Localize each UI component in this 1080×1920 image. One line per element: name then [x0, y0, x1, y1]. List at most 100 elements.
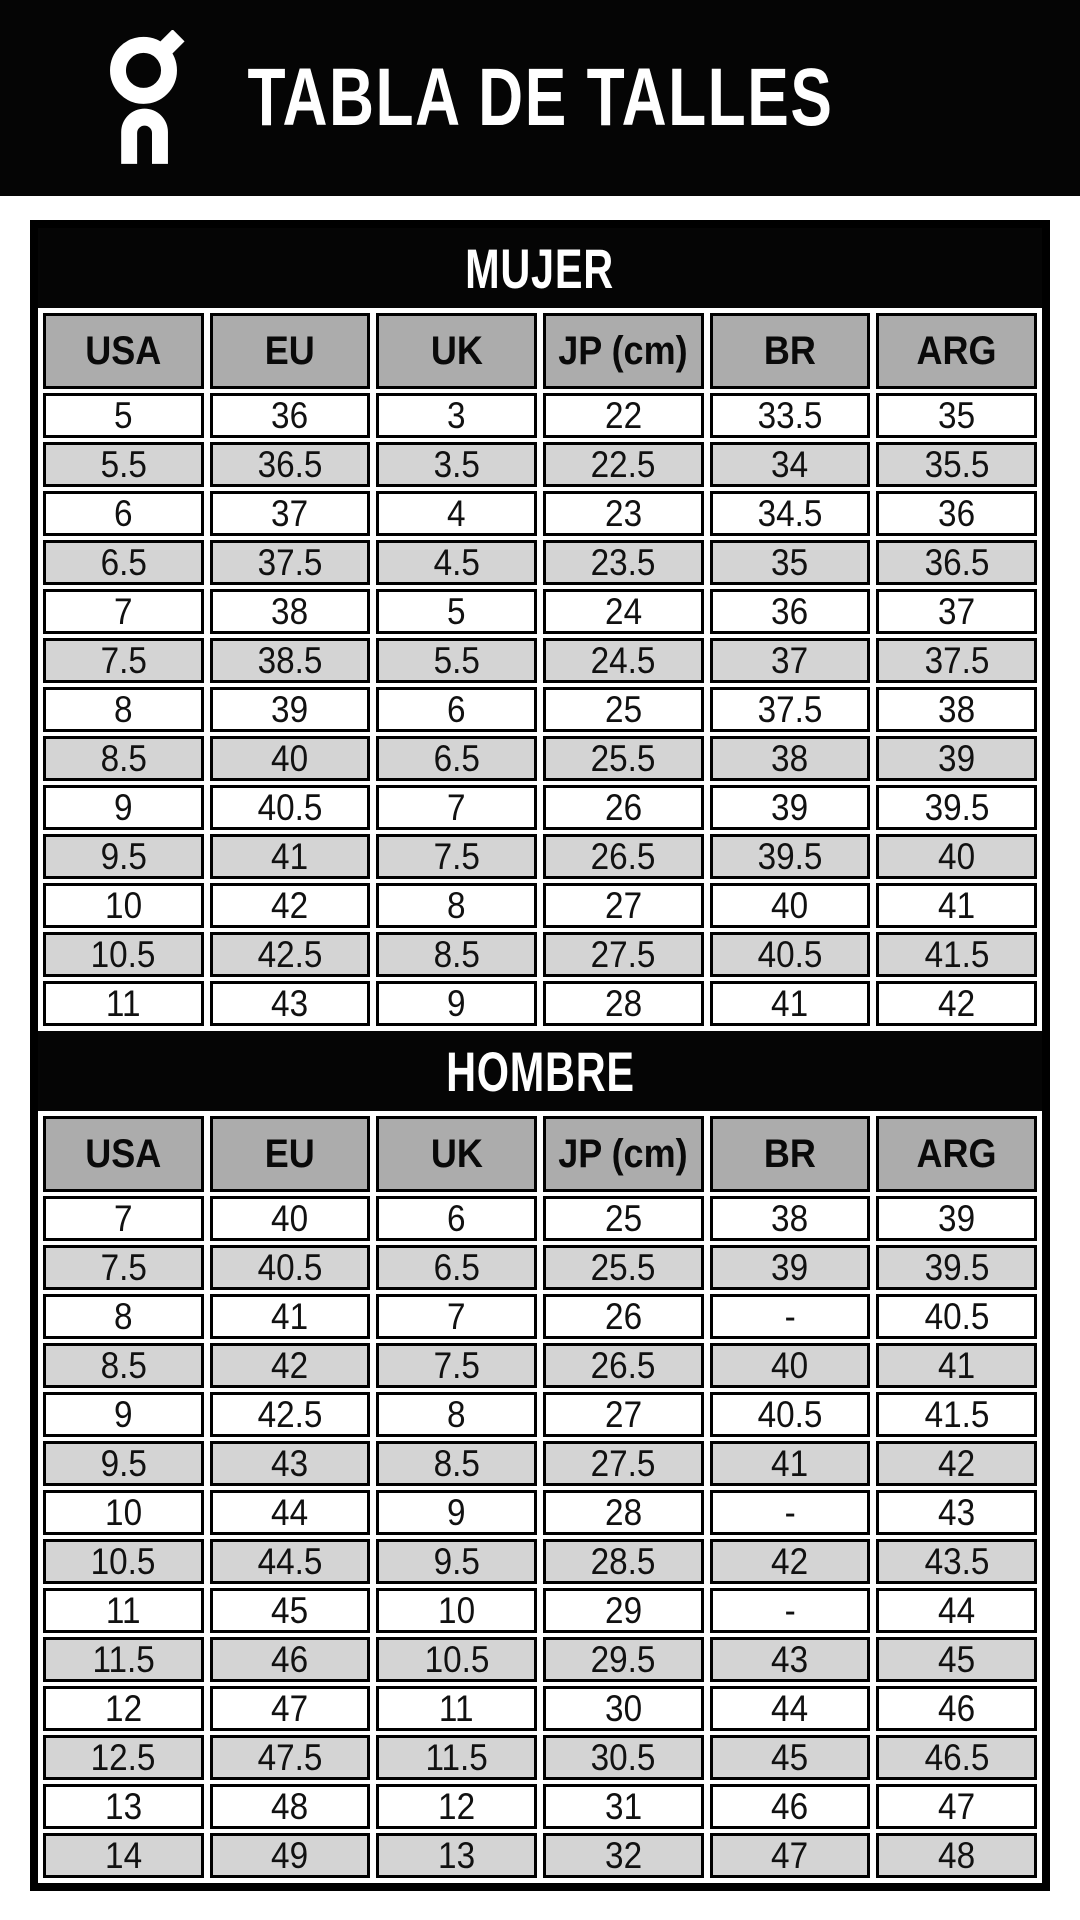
table-cell-value: 5	[114, 394, 133, 436]
table-cell: 23	[543, 491, 704, 536]
table-cell: 12	[43, 1686, 204, 1731]
table-cell-value: 14	[104, 1834, 142, 1876]
table-cell-value: 41	[771, 982, 809, 1024]
table-cell-value: 35	[771, 541, 809, 583]
table-cell: 35.5	[876, 442, 1037, 487]
column-header-label: ARG	[916, 1131, 997, 1176]
table-cell-value: 28.5	[590, 1540, 656, 1582]
size-table-hombre: USA EU UK JP (cm) BR ARG 7 40 6 25 38 39 7.5 40.5 6.5 2…	[38, 1111, 1042, 1883]
table-cell-value: 9	[447, 982, 466, 1024]
table-cell-value: 7.5	[433, 835, 480, 877]
table-cell: 24.5	[543, 638, 704, 683]
table-cell: 43	[709, 1637, 871, 1682]
table-cell-value: 49	[271, 1834, 309, 1876]
table-cell: 11.5	[376, 1735, 537, 1780]
table-cell: 32	[543, 1833, 704, 1878]
table-cell-value: 12	[104, 1687, 142, 1729]
table-cell: 43	[209, 1441, 371, 1486]
table-cell: 5	[43, 393, 204, 438]
table-cell: -	[709, 1294, 871, 1339]
table-cell-value: 43	[271, 982, 309, 1024]
table-cell: 39	[876, 1196, 1037, 1241]
table-cell: 36.5	[209, 442, 371, 487]
table-cell: 10	[43, 883, 204, 928]
table-cell: 41	[876, 883, 1037, 928]
table-cell-value: 7	[447, 1295, 466, 1337]
table-cell: 8.5	[376, 1441, 537, 1486]
table-cell: 27	[543, 883, 704, 928]
table-cell-value: 40	[771, 884, 809, 926]
table-cell-value: 26.5	[590, 1344, 656, 1386]
table-cell: 8.5	[376, 932, 537, 977]
table-cell: 22	[543, 393, 704, 438]
table-cell: 10.5	[376, 1637, 537, 1682]
table-cell: 8.5	[43, 1343, 204, 1388]
table-cell: 10.5	[43, 932, 204, 977]
table-cell-value: 24	[604, 590, 642, 632]
table-cell-value: 47	[271, 1687, 309, 1729]
table-cell-value: 9	[447, 1491, 466, 1533]
table-cell: 4.5	[376, 540, 537, 585]
table-cell: 38	[709, 736, 871, 781]
table-cell-value: 40	[271, 1197, 309, 1239]
table-cell: 25.5	[543, 736, 704, 781]
table-cell: 30.5	[543, 1735, 704, 1780]
table-cell: 41	[209, 1294, 371, 1339]
table-cell: 40.5	[876, 1294, 1037, 1339]
size-table-mujer: USA EU UK JP (cm) BR ARG 5 36 3 22 33.5 35 5.5 36.5 3.…	[38, 308, 1042, 1031]
table-cell: 40	[209, 1196, 371, 1241]
table-cell-value: 6.5	[100, 541, 147, 583]
table-cell-value: 3	[447, 394, 466, 436]
table-cell: 39	[709, 785, 871, 830]
table-cell-value: 27	[604, 1393, 642, 1435]
table-cell-value: 32	[604, 1834, 642, 1876]
table-cell: 9.5	[376, 1539, 537, 1584]
table-cell: 7	[376, 1294, 537, 1339]
table-cell-value: 9	[114, 1393, 133, 1435]
table-cell-value: 27.5	[590, 1442, 656, 1484]
table-cell: 39	[709, 1245, 871, 1290]
column-header-label: UK	[430, 1131, 483, 1176]
table-cell-value: 7.5	[100, 1246, 147, 1288]
table-cell-value: 39	[771, 1246, 809, 1288]
table-cell: 7	[43, 1196, 204, 1241]
column-header-usa: USA	[43, 1116, 204, 1192]
table-cell: 36	[209, 393, 371, 438]
top-banner: TABLA DE TALLES	[0, 0, 1080, 196]
table-cell: 12	[376, 1784, 537, 1829]
table-cell-value: 42	[271, 1344, 309, 1386]
table-cell: 42	[209, 883, 371, 928]
page-title-text: TABLA DE TALLES	[247, 52, 833, 143]
table-cell: 47	[876, 1784, 1037, 1829]
table-cell-value: 27	[604, 884, 642, 926]
table-cell-value: 25	[604, 688, 642, 730]
table-cell-value: 40.5	[924, 1295, 990, 1337]
table-cell-value: 38	[771, 1197, 809, 1239]
table-cell: 13	[43, 1784, 204, 1829]
table-cell: 41	[709, 1441, 871, 1486]
table-cell: 28.5	[543, 1539, 704, 1584]
table-cell-value: -	[784, 1295, 796, 1337]
table-cell: 40	[709, 1343, 871, 1388]
table-cell-value: 39.5	[924, 786, 990, 828]
table-cell: 47.5	[209, 1735, 371, 1780]
table-cell-value: 34	[771, 443, 809, 485]
table-cell: 26.5	[543, 834, 704, 879]
table-cell: 13	[376, 1833, 537, 1878]
table-cell-value: 37	[271, 492, 309, 534]
table-cell: 9.5	[43, 834, 204, 879]
table-cell: -	[709, 1588, 871, 1633]
table-cell: 44	[876, 1588, 1037, 1633]
table-cell: 47	[709, 1833, 871, 1878]
table-cell-value: 8.5	[433, 1442, 480, 1484]
table-cell-value: 41	[938, 1344, 976, 1386]
table-cell-value: 40	[771, 1344, 809, 1386]
table-cell: 11	[43, 1588, 204, 1633]
table-cell-value: 41.5	[924, 933, 990, 975]
table-cell-value: 29.5	[590, 1638, 656, 1680]
table-cell-value: 36	[271, 394, 309, 436]
table-cell: 47	[209, 1686, 371, 1731]
table-cell-value: 29	[604, 1589, 642, 1631]
table-cell-value: 42	[271, 884, 309, 926]
section-banner-hombre: HOMBRE	[38, 1031, 1042, 1111]
